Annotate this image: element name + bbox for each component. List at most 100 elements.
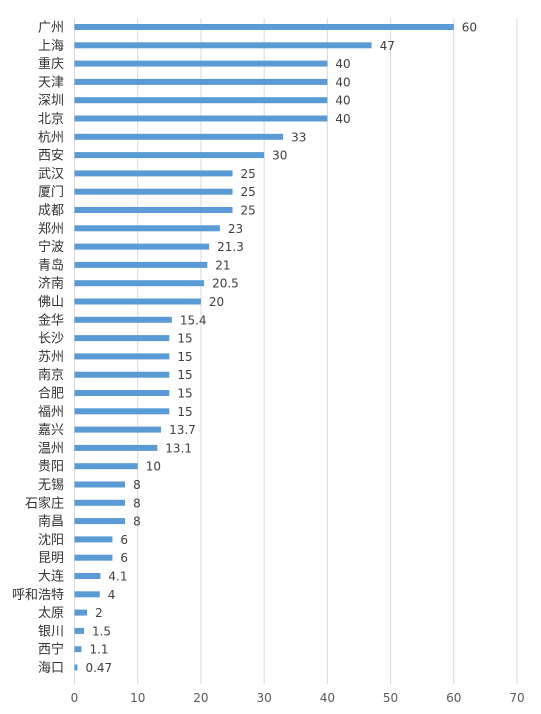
x-tick-label: 0: [71, 691, 79, 705]
category-label: 嘉兴: [38, 423, 64, 438]
x-tick-label: 30: [257, 691, 272, 705]
value-label: 15.4: [180, 313, 207, 327]
bar: [75, 555, 113, 561]
category-label: 济南: [38, 276, 64, 292]
bar: [75, 390, 170, 396]
value-label: 4: [108, 588, 116, 602]
category-label: 深圳: [38, 94, 64, 109]
bar: [75, 482, 126, 488]
category-label: 南昌: [38, 514, 64, 530]
value-label: 15: [177, 350, 192, 364]
value-label: 25: [241, 185, 256, 199]
bar: [75, 207, 233, 213]
value-label: 15: [177, 387, 192, 401]
bar: [75, 42, 372, 48]
value-label: 4.1: [108, 570, 127, 584]
bar: [75, 244, 210, 250]
category-label: 温州: [38, 441, 64, 456]
category-label: 太原: [38, 606, 64, 621]
x-axis-tick-labels: 010203040506070: [71, 691, 525, 705]
x-tick-label: 60: [446, 691, 461, 705]
bar: [75, 427, 162, 433]
value-label: 23: [228, 222, 243, 236]
category-label: 海口: [38, 661, 64, 676]
value-label: 40: [335, 75, 350, 89]
value-label: 2: [95, 606, 103, 620]
bar: [75, 646, 82, 652]
category-label: 昆明: [38, 551, 64, 566]
value-label: 60: [462, 21, 477, 35]
category-label: 南京: [38, 367, 64, 383]
bar: [75, 24, 454, 30]
value-label: 15: [177, 368, 192, 382]
value-label: 40: [335, 94, 350, 108]
bar: [75, 518, 126, 524]
bar: [75, 189, 233, 195]
category-label: 佛山: [38, 295, 64, 310]
x-tick-label: 50: [383, 691, 398, 705]
value-label: 1.5: [92, 624, 111, 638]
value-label: 6: [120, 533, 128, 547]
category-label: 金华: [38, 312, 64, 328]
value-label: 8: [133, 496, 141, 510]
category-label: 上海: [38, 39, 64, 54]
bar: [75, 97, 328, 103]
bar: [75, 134, 284, 140]
value-label: 25: [241, 204, 256, 218]
category-label: 天津: [38, 75, 64, 90]
value-label: 1.1: [89, 643, 108, 657]
category-label: 贵阳: [38, 460, 64, 475]
category-label: 武汉: [38, 167, 64, 182]
category-label: 合肥: [38, 387, 64, 402]
value-label: 40: [335, 57, 350, 71]
bar: [75, 665, 78, 671]
bar: [75, 61, 328, 67]
category-label: 广州: [38, 21, 64, 36]
category-label: 北京: [38, 112, 64, 127]
bar: [75, 116, 328, 122]
value-label: 15: [177, 405, 192, 419]
value-label: 21: [215, 258, 230, 272]
value-label: 21.3: [217, 240, 244, 254]
bar: [75, 353, 170, 359]
category-label: 呼和浩特: [12, 588, 64, 603]
x-tick-label: 20: [193, 691, 208, 705]
category-label: 西安: [38, 149, 64, 164]
bar: [75, 299, 201, 305]
x-tick-label: 70: [509, 691, 524, 705]
category-label: 重庆: [38, 56, 64, 72]
value-label: 30: [272, 149, 287, 163]
bar: [75, 317, 172, 323]
bar: [75, 152, 265, 158]
x-tick-label: 40: [320, 691, 335, 705]
category-label: 长沙: [38, 332, 64, 347]
category-label: 无锡: [38, 478, 64, 493]
bar: [75, 463, 138, 469]
bar: [75, 170, 233, 176]
category-label: 银川: [38, 624, 64, 639]
bar: [75, 225, 220, 231]
bar: [75, 79, 328, 85]
category-label: 福州: [38, 405, 64, 420]
category-label: 宁波: [38, 239, 64, 255]
category-label: 西宁: [38, 642, 64, 658]
category-label: 青岛: [38, 257, 64, 273]
category-label: 石家庄: [25, 495, 64, 511]
category-label: 郑州: [38, 222, 64, 237]
bar: [75, 573, 101, 579]
category-label: 沈阳: [38, 533, 64, 548]
bar: [75, 335, 170, 341]
bar: [75, 445, 158, 451]
bar: [75, 628, 84, 634]
category-label: 苏州: [38, 349, 64, 365]
category-label: 厦门: [38, 185, 64, 200]
bar: [75, 591, 100, 597]
value-label: 33: [291, 130, 306, 144]
value-label: 8: [133, 515, 141, 529]
bar: [75, 372, 170, 378]
value-label: 6: [120, 551, 128, 565]
category-label: 杭州: [38, 130, 64, 145]
value-label: 47: [380, 39, 395, 53]
bar: [75, 280, 205, 286]
